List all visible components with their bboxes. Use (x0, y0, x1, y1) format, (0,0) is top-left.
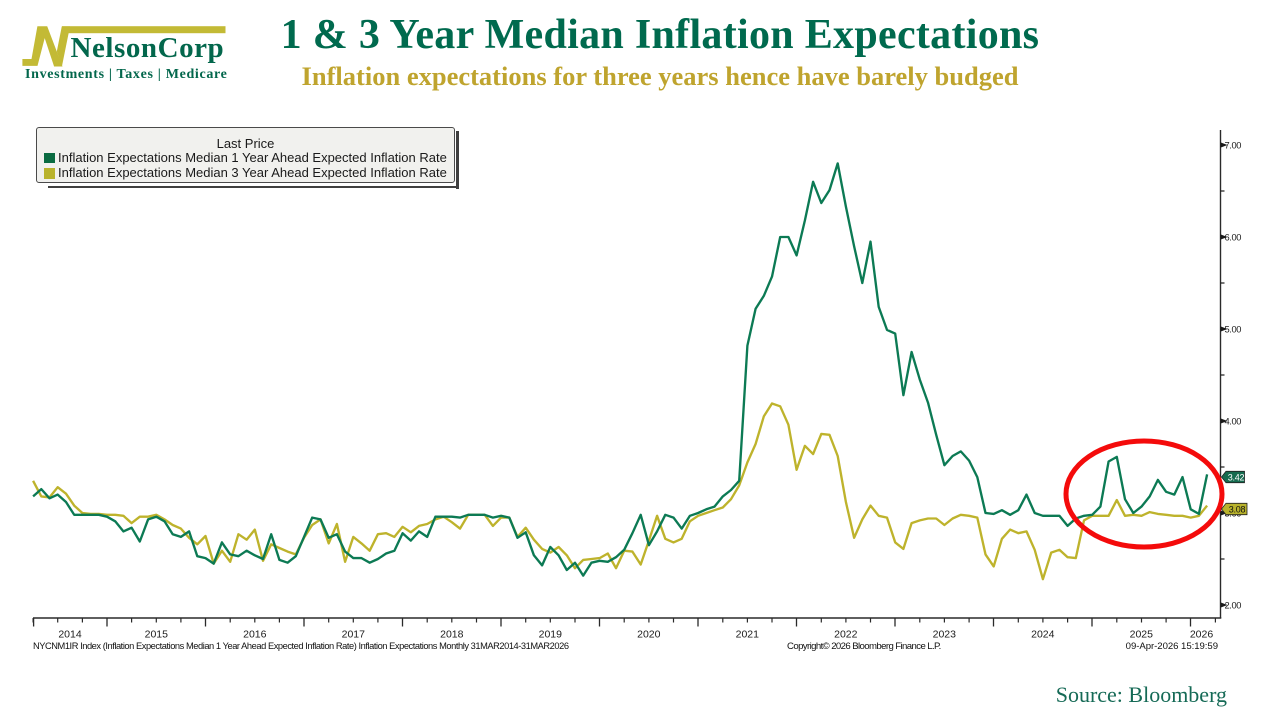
svg-text:2020: 2020 (637, 629, 661, 641)
svg-text:2015: 2015 (145, 629, 169, 641)
svg-text:7.00: 7.00 (1225, 140, 1242, 150)
svg-text:2021: 2021 (736, 629, 760, 641)
svg-text:2022: 2022 (834, 629, 858, 641)
svg-text:4.00: 4.00 (1225, 416, 1242, 426)
svg-text:2026: 2026 (1190, 629, 1214, 641)
svg-text:2024: 2024 (1031, 629, 1055, 641)
svg-text:3.42: 3.42 (1228, 472, 1245, 482)
svg-text:3.08: 3.08 (1229, 504, 1246, 514)
svg-text:5.00: 5.00 (1225, 324, 1242, 334)
svg-text:2018: 2018 (440, 629, 464, 641)
svg-text:2025: 2025 (1130, 629, 1154, 641)
svg-text:2.00: 2.00 (1225, 600, 1242, 610)
svg-text:2014: 2014 (58, 629, 82, 641)
svg-text:6.00: 6.00 (1225, 232, 1242, 242)
svg-text:2017: 2017 (342, 629, 366, 641)
svg-text:2016: 2016 (243, 629, 267, 641)
svg-text:2019: 2019 (539, 629, 563, 641)
svg-text:2023: 2023 (933, 629, 957, 641)
